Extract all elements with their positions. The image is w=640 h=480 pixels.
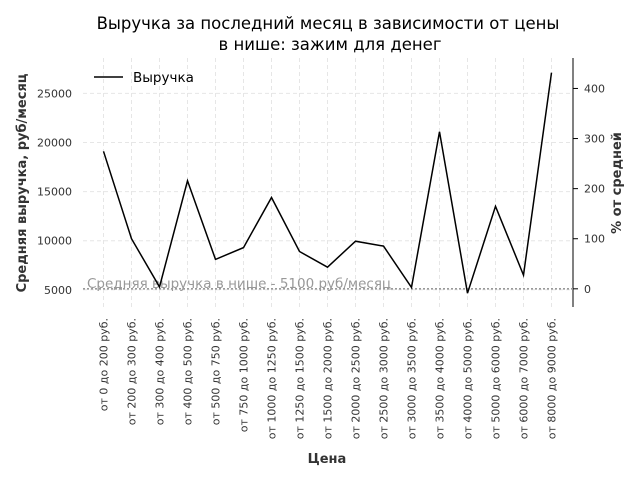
x-tick-label: от 200 до 300 руб.: [126, 318, 139, 425]
reference-line-label: Средняя выручка в нише - 5100 руб/месяц: [87, 276, 391, 292]
x-tick-label: от 2500 до 3000 руб.: [378, 318, 391, 439]
legend-label: Выручка: [133, 70, 194, 86]
legend: Выручка: [94, 70, 194, 86]
grid: [83, 58, 573, 307]
x-tick-label: от 500 до 750 руб.: [210, 318, 223, 425]
x-tick-label: от 1000 до 1250 руб.: [266, 318, 279, 439]
x-tick-label: от 300 до 400 руб.: [154, 318, 167, 425]
y-tick-label: 10000: [37, 235, 72, 248]
y2-tick-label: 300: [584, 133, 605, 146]
x-tick-label: от 1500 до 2000 руб.: [322, 318, 335, 439]
y-axis-right-ticks: 0 100 200 300 400: [573, 82, 605, 296]
x-tick-label: от 4000 до 5000 руб.: [462, 318, 475, 439]
y-axis-left-label: Средняя выручка, руб/месяц: [15, 73, 30, 292]
x-tick-label: от 6000 до 7000 руб.: [518, 318, 531, 439]
x-tick-label: от 750 до 1000 руб.: [238, 318, 251, 432]
y2-tick-label: 100: [584, 233, 605, 246]
x-tick-label: от 400 до 500 руб.: [182, 318, 195, 425]
y2-tick-label: 400: [584, 82, 605, 95]
y-axis-right-label: % от средней: [610, 132, 625, 234]
x-axis-ticks: от 0 до 200 руб. от 200 до 300 руб. от 300…: [98, 318, 559, 439]
y-tick-label: 15000: [37, 186, 72, 199]
x-tick-label: от 5000 до 6000 руб.: [490, 318, 503, 439]
x-tick-label: от 2000 до 2500 руб.: [350, 318, 363, 439]
y2-tick-label: 200: [584, 183, 605, 196]
x-tick-label: от 3500 до 4000 руб.: [434, 318, 447, 439]
y-axis-left-ticks: 5000 10000 15000 20000 25000: [37, 87, 72, 296]
chart-title-line-1: Выручка за последний месяц в зависимости…: [97, 14, 560, 33]
y-tick-label: 25000: [37, 87, 72, 100]
y-tick-label: 20000: [37, 136, 72, 149]
x-tick-label: от 3000 до 3500 руб.: [406, 318, 419, 439]
y2-tick-label: 0: [584, 283, 591, 296]
x-tick-label: от 8000 до 9000 руб.: [546, 318, 559, 439]
x-tick-label: от 0 до 200 руб.: [98, 318, 111, 411]
y-tick-label: 5000: [44, 284, 72, 297]
chart-title-line-2: в нише: зажим для денег: [219, 35, 442, 54]
series-line-revenue: [102, 72, 553, 294]
x-axis-label: Цена: [308, 452, 347, 467]
x-tick-label: от 1250 до 1500 руб.: [294, 318, 307, 439]
